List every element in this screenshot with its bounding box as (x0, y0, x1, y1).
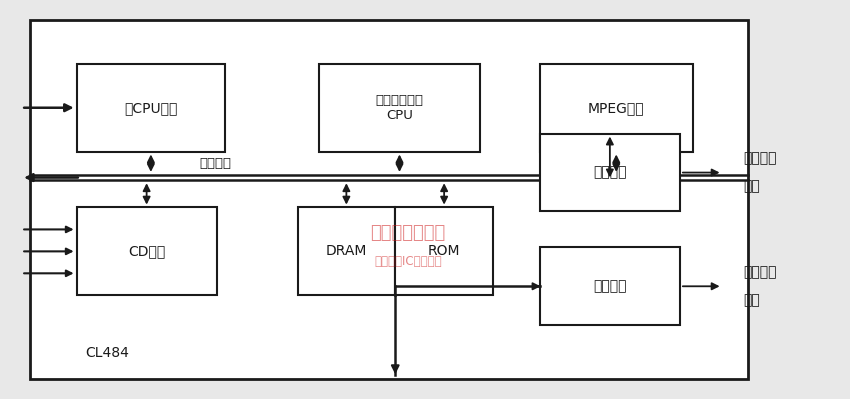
Bar (540, 247, 680, 325)
Text: 信号: 信号 (744, 180, 761, 194)
Bar (540, 134, 680, 211)
Bar (30, 20, 748, 379)
Bar (319, 64, 480, 152)
Text: 信号: 信号 (744, 293, 761, 307)
Bar (540, 64, 693, 152)
Text: 数字视频: 数字视频 (744, 152, 777, 166)
Bar (76, 64, 225, 152)
Text: 全球最大IC采购商站: 全球最大IC采购商站 (374, 255, 442, 268)
Text: 数字音频: 数字音频 (744, 265, 777, 279)
Text: 视频接口: 视频接口 (593, 166, 626, 180)
Text: 维库电子市场网: 维库电子市场网 (371, 224, 445, 243)
Text: CD接口: CD接口 (128, 244, 165, 259)
Bar (76, 207, 217, 295)
Text: 音频接口: 音频接口 (593, 279, 626, 293)
Text: ROM: ROM (428, 244, 461, 259)
Text: DRAM: DRAM (326, 244, 367, 259)
Text: MPEG解压: MPEG解压 (588, 101, 644, 115)
Text: 主CPU接口: 主CPU接口 (124, 101, 178, 115)
Bar (395, 207, 493, 295)
Text: 内部总线: 内部总线 (200, 157, 232, 170)
Bar (298, 207, 395, 295)
Text: CL484: CL484 (85, 346, 129, 360)
Text: 内部精简指令
CPU: 内部精简指令 CPU (376, 94, 423, 122)
